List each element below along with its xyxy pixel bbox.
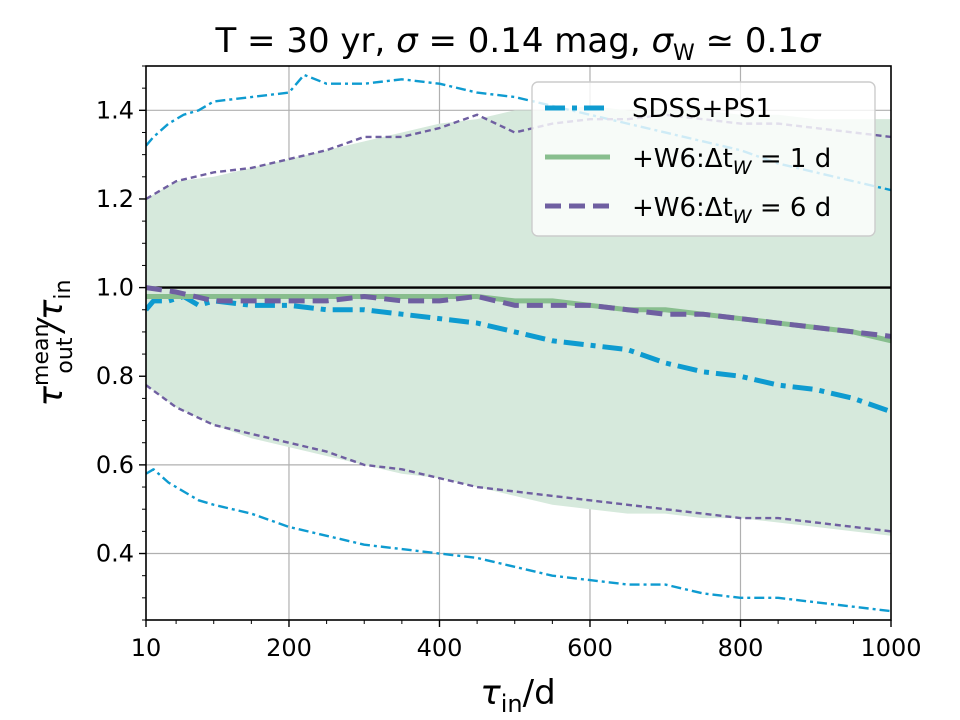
legend-label-sdss-ps1: SDSS+PS1 xyxy=(632,94,772,124)
series-line-sdss-ps1 xyxy=(146,293,891,415)
series-line-w6-t-w-6-d-lower xyxy=(146,384,891,533)
series-line-sdss-ps1-upper xyxy=(146,73,891,192)
plot-frame xyxy=(145,65,892,621)
x-tick-label: 600 xyxy=(567,634,613,662)
legend-label-w6-1d: +W6:ΔtW = 1 d xyxy=(632,144,831,179)
y-tick-label: 0.4 xyxy=(96,540,134,568)
chart-title: T = 30 yr, σ = 0.14 mag, σW ≃ 0.1σ xyxy=(214,21,822,66)
x-tick-label: 800 xyxy=(718,634,764,662)
legend-box xyxy=(531,81,876,237)
axis-ticks xyxy=(139,65,892,627)
y-tick-label: 1.2 xyxy=(96,185,134,213)
series-line-w6-t-w-6-d-upper xyxy=(146,113,891,200)
x-tick-label: 400 xyxy=(417,634,463,662)
legend: SDSS+PS1 +W6:ΔtW = 1 d +W6:ΔtW = 6 d xyxy=(531,81,876,237)
axis-tick-labels: 10 200 400 600 800 1000 0.4 0.6 0.8 1.0 1.2 1.4 xyxy=(96,96,922,662)
x-axis-label: τin/d xyxy=(480,673,555,718)
x-tick-label: 10 xyxy=(131,634,162,662)
y-axis-label: τmeanout/τin xyxy=(29,280,78,407)
y-tick-label: 1.0 xyxy=(96,274,134,302)
x-tick-label: 1000 xyxy=(860,634,921,662)
series-line-w6-t-w-6-d xyxy=(146,285,891,339)
series-lines xyxy=(146,73,891,613)
x-tick-label: 200 xyxy=(266,634,312,662)
y-tick-label: 0.8 xyxy=(96,362,134,390)
series-line-w6-t-w-1-d xyxy=(146,293,891,344)
y-tick-label: 1.4 xyxy=(96,96,134,124)
legend-label-w6-6d: +W6:ΔtW = 6 d xyxy=(632,193,831,228)
series-line-sdss-ps1-lower xyxy=(146,468,891,613)
y-tick-label: 0.6 xyxy=(96,451,134,479)
